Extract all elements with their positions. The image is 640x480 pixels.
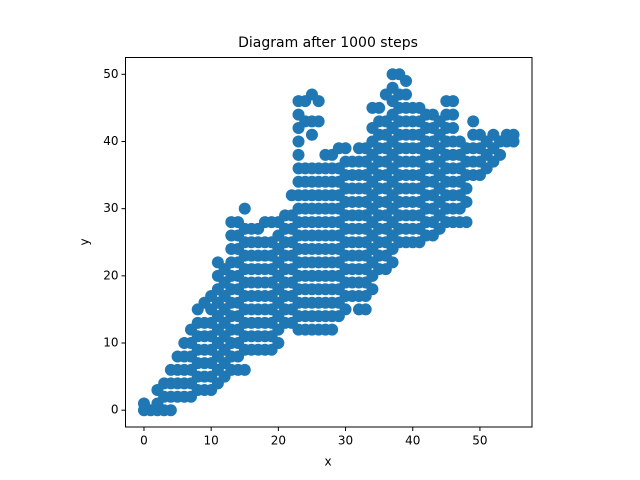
y-axis-label: y bbox=[78, 238, 92, 245]
y-tick-label: 10 bbox=[103, 336, 118, 350]
scatter-point bbox=[366, 283, 379, 296]
scatter-point bbox=[507, 128, 520, 141]
x-tick-label: 10 bbox=[204, 434, 219, 448]
x-tick-label: 20 bbox=[271, 434, 286, 448]
scatter-point bbox=[447, 108, 460, 121]
scatter-point bbox=[339, 303, 352, 316]
scatter-point bbox=[305, 128, 318, 141]
y-tick-label: 50 bbox=[103, 67, 118, 81]
chart-title: Diagram after 1000 steps bbox=[238, 35, 418, 51]
scatter-point bbox=[339, 142, 352, 155]
scatter-point bbox=[272, 337, 285, 350]
scatter-point bbox=[238, 202, 251, 215]
scatter-point bbox=[400, 75, 413, 88]
scatter-point bbox=[292, 148, 305, 161]
y-tick-label: 40 bbox=[103, 134, 118, 148]
x-tick-label: 0 bbox=[140, 434, 148, 448]
scatter-point bbox=[460, 195, 473, 208]
x-tick-label: 40 bbox=[405, 434, 420, 448]
y-tick-label: 30 bbox=[103, 201, 118, 215]
x-axis-label: x bbox=[324, 455, 331, 469]
scatter-point bbox=[467, 115, 480, 128]
scatter-point bbox=[326, 323, 339, 336]
scatter-point bbox=[447, 95, 460, 108]
scatter-point bbox=[373, 101, 386, 114]
scatter-point bbox=[238, 363, 251, 376]
y-tick-label: 0 bbox=[111, 403, 119, 417]
scatter-point bbox=[359, 303, 372, 316]
x-tick-label: 30 bbox=[338, 434, 353, 448]
scatter-point bbox=[312, 95, 325, 108]
scatter-point bbox=[292, 135, 305, 148]
plot-frame bbox=[125, 57, 533, 428]
y-tick-label: 20 bbox=[103, 268, 118, 282]
scatter-point bbox=[312, 115, 325, 128]
scatter-point bbox=[460, 182, 473, 195]
scatter-point bbox=[400, 88, 413, 101]
scatter-point bbox=[460, 216, 473, 229]
x-tick-label: 50 bbox=[472, 434, 487, 448]
scatter-point bbox=[494, 148, 507, 161]
scatter-point bbox=[386, 256, 399, 269]
scatter-point bbox=[447, 122, 460, 135]
scatter-point bbox=[164, 404, 177, 417]
